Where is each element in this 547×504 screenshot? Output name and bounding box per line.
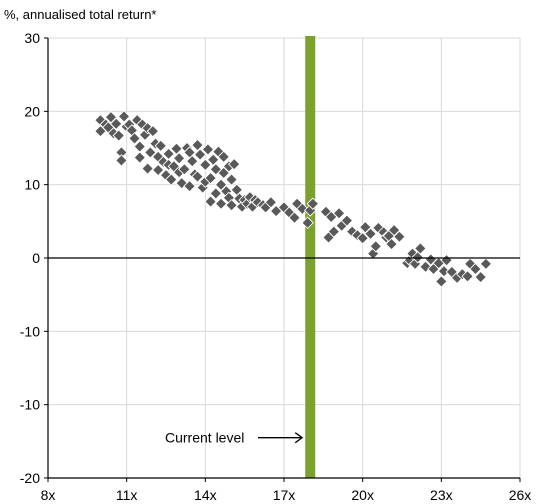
- data-point-84: [296, 202, 309, 216]
- data-point-58: [214, 197, 228, 210]
- data-point-120: [437, 264, 451, 278]
- data-point-87: [306, 197, 320, 210]
- data-point-85: [301, 216, 314, 230]
- data-point-100: [366, 247, 380, 260]
- data-point-128: [474, 270, 487, 284]
- data-point-34: [170, 142, 183, 155]
- data-point-10: [117, 110, 131, 123]
- current-level-label: Current level: [165, 430, 244, 446]
- data-point-55: [209, 163, 223, 176]
- x-tick-labels: 8x 11x 14x 17x 20x 23x 26x: [41, 487, 532, 503]
- data-point-59: [217, 166, 230, 180]
- y-tick-label-4: -10: [20, 323, 40, 339]
- data-point-41: [183, 179, 196, 193]
- data-point-91: [327, 225, 341, 238]
- data-point-53: [206, 153, 220, 166]
- data-point-9: [115, 154, 128, 167]
- data-point-51: [204, 195, 217, 208]
- data-point-22: [144, 146, 157, 159]
- data-point-15: [130, 113, 144, 127]
- data-point-125: [461, 270, 474, 283]
- data-point-94: [340, 214, 354, 227]
- data-point-101: [369, 240, 383, 253]
- y-axis-label: %, annualised total return*: [4, 7, 156, 22]
- data-point-64: [225, 173, 238, 186]
- current-level-arrowhead: [294, 432, 304, 444]
- data-point-44: [191, 138, 204, 152]
- data-point-96: [351, 229, 364, 242]
- data-point-99: [364, 227, 377, 241]
- data-point-14: [128, 132, 141, 145]
- data-point-20: [141, 162, 154, 175]
- data-points: [94, 110, 493, 288]
- y-tick-labels: 30 20 10 0 -10 -10 -20: [20, 30, 40, 486]
- data-point-23: [146, 124, 160, 138]
- data-point-75: [251, 196, 265, 209]
- data-point-38: [178, 163, 191, 176]
- y-tick-label-1: 20: [24, 103, 40, 119]
- data-point-7: [112, 129, 126, 142]
- data-point-129: [479, 257, 493, 271]
- x-tick-label-1: 11x: [116, 487, 138, 503]
- axes: [44, 37, 521, 482]
- x-tick-label-3: 17x: [273, 487, 296, 503]
- x-tick-label-6: 26x: [509, 487, 532, 503]
- y-tick-label-6: -20: [20, 470, 40, 486]
- data-point-82: [288, 211, 301, 224]
- current-level-band: [305, 36, 316, 478]
- data-point-32: [165, 173, 178, 186]
- data-point-46: [193, 148, 207, 161]
- data-point-98: [359, 220, 372, 234]
- data-point-114: [414, 242, 427, 255]
- x-tick-label-4: 20x: [351, 487, 374, 503]
- data-point-119: [435, 275, 448, 288]
- data-point-6: [109, 117, 123, 131]
- data-point-95: [345, 225, 359, 238]
- y-tick-label-2: 10: [24, 177, 40, 193]
- data-point-65: [225, 198, 238, 212]
- data-point-127: [469, 262, 482, 276]
- current-level-bar: [305, 36, 316, 478]
- data-point-27: [154, 139, 167, 153]
- data-point-52: [204, 171, 217, 185]
- data-point-4: [104, 110, 118, 124]
- data-point-25: [151, 163, 165, 177]
- data-point-111: [406, 247, 419, 260]
- data-point-78: [264, 196, 278, 209]
- data-point-42: [185, 154, 199, 168]
- y-tick-label-5: -10: [20, 397, 40, 413]
- x-tick-label-5: 23x: [430, 487, 453, 503]
- data-point-66: [227, 157, 241, 171]
- y-tick-label-0: 30: [24, 30, 40, 46]
- x-tick-label-2: 14x: [194, 487, 217, 503]
- x-tick-label-0: 8x: [41, 487, 56, 503]
- data-point-107: [387, 223, 401, 237]
- data-point-60: [217, 150, 230, 164]
- data-point-54: [209, 187, 223, 200]
- data-point-50: [201, 143, 215, 156]
- y-tick-label-3: 0: [32, 250, 40, 266]
- data-point-92: [332, 207, 346, 220]
- data-point-45: [191, 170, 204, 183]
- current-level-annotation: Current level: [165, 430, 304, 446]
- data-point-57: [214, 178, 228, 191]
- data-point-48: [199, 158, 212, 172]
- data-point-36: [172, 152, 186, 165]
- data-point-108: [393, 230, 406, 243]
- data-point-17: [133, 151, 147, 164]
- data-point-106: [385, 237, 398, 251]
- data-point-97: [356, 231, 369, 245]
